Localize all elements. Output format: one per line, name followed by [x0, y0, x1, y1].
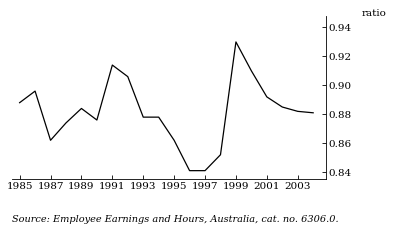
Text: Source: Employee Earnings and Hours, Australia, cat. no. 6306.0.: Source: Employee Earnings and Hours, Aus… [12, 215, 339, 224]
Y-axis label: ratio: ratio [362, 9, 387, 18]
